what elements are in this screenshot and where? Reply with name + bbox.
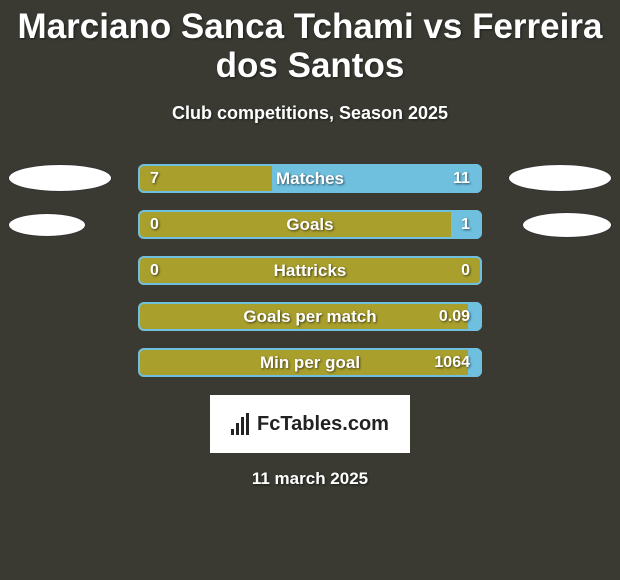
barchart-icon: [231, 413, 253, 435]
stat-rows: 7 11 Matches 0 1 Goals 0 0 Hattricks 0.09 Goals pe…: [0, 164, 620, 377]
comparison-infographic: Marciano Sanca Tchami vs Ferreira dos Sa…: [0, 0, 620, 580]
stat-bar: 1064 Min per goal: [138, 348, 482, 377]
logo-box: FcTables.com: [210, 395, 410, 453]
stat-label: Goals: [286, 215, 333, 235]
subtitle: Club competitions, Season 2025: [0, 103, 620, 124]
stat-value-right: 0: [461, 262, 470, 280]
logo-text: FcTables.com: [257, 413, 389, 436]
stat-bar: 0.09 Goals per match: [138, 302, 482, 331]
date: 11 march 2025: [0, 469, 620, 489]
stat-value-left: 7: [150, 170, 159, 188]
stat-row: 0 1 Goals: [0, 210, 620, 239]
player-ellipse-left: [8, 213, 86, 237]
stat-label: Matches: [276, 169, 344, 189]
player-ellipse-left: [8, 164, 112, 192]
stat-row: 0.09 Goals per match: [0, 302, 620, 331]
stat-value-right: 1: [461, 216, 470, 234]
stat-label: Hattricks: [274, 261, 347, 281]
stat-value-right: 1064: [434, 354, 470, 372]
stat-row: 7 11 Matches: [0, 164, 620, 193]
stat-value-left: 0: [150, 262, 159, 280]
stat-row: 0 0 Hattricks: [0, 256, 620, 285]
stat-bar: 0 1 Goals: [138, 210, 482, 239]
stat-label: Min per goal: [260, 353, 360, 373]
player-ellipse-right: [522, 212, 612, 238]
bar-fill-right: [468, 302, 482, 331]
stat-label: Goals per match: [243, 307, 376, 327]
stat-value-right: 0.09: [439, 308, 470, 326]
stat-value-left: 0: [150, 216, 159, 234]
stat-row: 1064 Min per goal: [0, 348, 620, 377]
stat-bar: 7 11 Matches: [138, 164, 482, 193]
title: Marciano Sanca Tchami vs Ferreira dos Sa…: [0, 0, 620, 85]
player-ellipse-right: [508, 164, 612, 192]
stat-bar: 0 0 Hattricks: [138, 256, 482, 285]
stat-value-right: 11: [453, 170, 470, 188]
